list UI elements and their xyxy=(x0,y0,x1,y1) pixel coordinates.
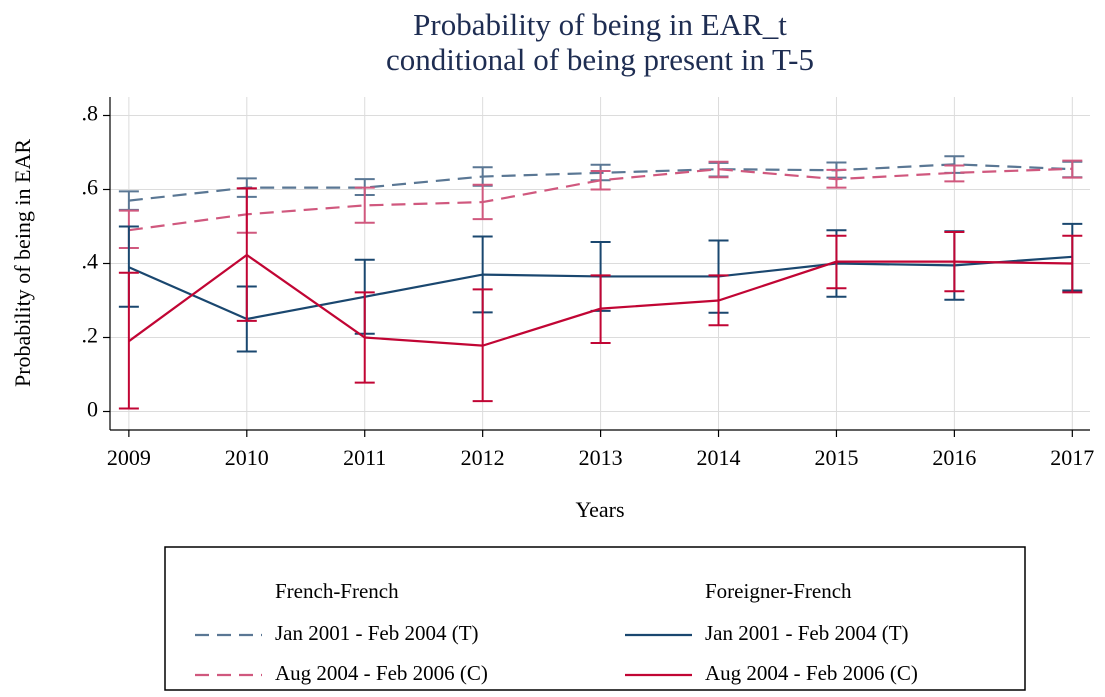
x-tick-label: 2009 xyxy=(107,445,151,470)
y-tick-label: 0 xyxy=(87,397,98,422)
x-tick-label: 2016 xyxy=(932,445,976,470)
series-line xyxy=(128,167,1073,232)
x-tick-label: 2013 xyxy=(579,445,623,470)
y-tick-label: .6 xyxy=(82,175,99,200)
legend-box xyxy=(164,546,1026,691)
x-tick-label: 2012 xyxy=(461,445,505,470)
legend-label: Jan 2001 - Feb 2004 (T) xyxy=(275,621,479,645)
x-tick-label: 2014 xyxy=(697,445,741,470)
series-line xyxy=(128,253,1073,347)
chart-title: Probability of being in EAR_t xyxy=(413,7,787,42)
x-tick-label: 2015 xyxy=(814,445,858,470)
x-tick-label: 2017 xyxy=(1050,445,1094,470)
y-tick-label: .4 xyxy=(82,249,99,274)
legend-label: Aug 2004 - Feb 2006 (C) xyxy=(705,661,918,685)
y-tick-label: .8 xyxy=(82,101,99,126)
legend-title: French-French xyxy=(275,579,399,603)
x-tick-label: 2010 xyxy=(225,445,269,470)
legend-label: Jan 2001 - Feb 2004 (T) xyxy=(705,621,909,645)
y-axis-label: Probability of being in EAR xyxy=(10,139,35,387)
x-axis-label: Years xyxy=(575,497,624,522)
chart-title: conditional of being present in T-5 xyxy=(386,42,814,77)
x-tick-label: 2011 xyxy=(343,445,386,470)
legend-label: Aug 2004 - Feb 2006 (C) xyxy=(275,661,488,685)
y-tick-label: .2 xyxy=(82,323,99,348)
legend-title: Foreigner-French xyxy=(705,579,852,603)
